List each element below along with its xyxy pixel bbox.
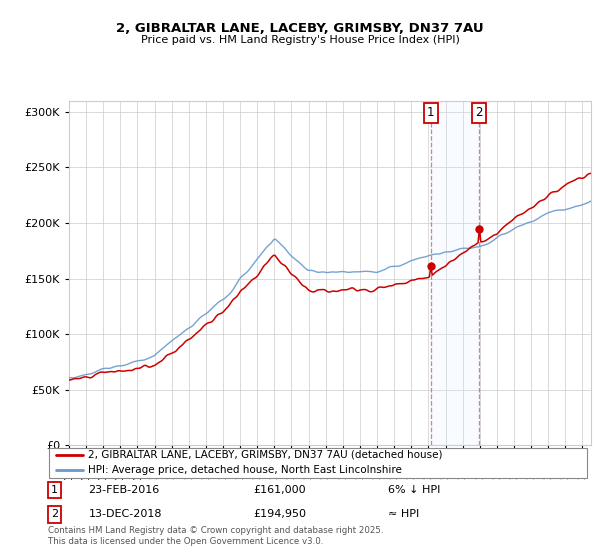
Bar: [431, 101, 479, 445]
Text: 1: 1: [427, 106, 434, 119]
Text: HPI: Average price, detached house, North East Lincolnshire: HPI: Average price, detached house, Nort…: [89, 465, 403, 475]
Text: £161,000: £161,000: [253, 485, 306, 495]
Text: 23-FEB-2016: 23-FEB-2016: [89, 485, 160, 495]
FancyBboxPatch shape: [49, 447, 587, 478]
Text: 1: 1: [51, 485, 58, 495]
Text: ≈ HPI: ≈ HPI: [388, 510, 419, 520]
Text: £194,950: £194,950: [253, 510, 306, 520]
Text: 2, GIBRALTAR LANE, LACEBY, GRIMSBY, DN37 7AU: 2, GIBRALTAR LANE, LACEBY, GRIMSBY, DN37…: [116, 22, 484, 35]
Text: 2: 2: [475, 106, 483, 119]
Text: 2: 2: [51, 510, 58, 520]
Text: 2, GIBRALTAR LANE, LACEBY, GRIMSBY, DN37 7AU (detached house): 2, GIBRALTAR LANE, LACEBY, GRIMSBY, DN37…: [89, 450, 443, 460]
Text: Price paid vs. HM Land Registry's House Price Index (HPI): Price paid vs. HM Land Registry's House …: [140, 35, 460, 45]
Text: 13-DEC-2018: 13-DEC-2018: [89, 510, 162, 520]
Text: Contains HM Land Registry data © Crown copyright and database right 2025.
This d: Contains HM Land Registry data © Crown c…: [48, 526, 383, 546]
Text: 6% ↓ HPI: 6% ↓ HPI: [388, 485, 440, 495]
